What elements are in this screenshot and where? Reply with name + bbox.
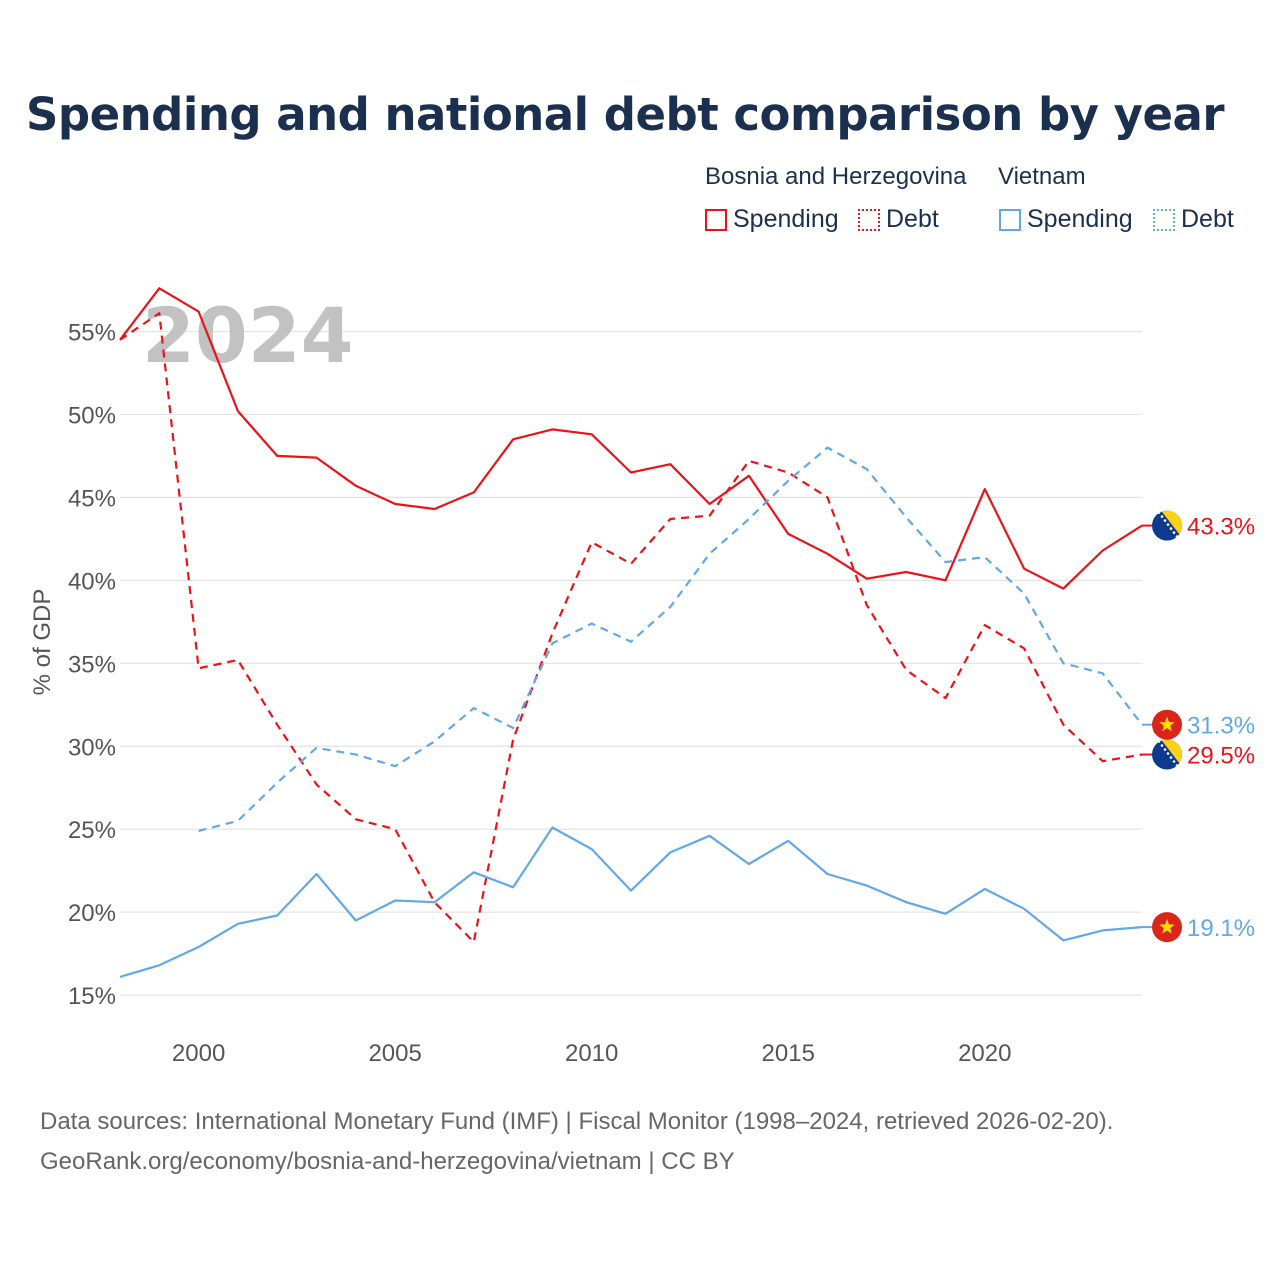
end-value-label: 19.1%: [1187, 915, 1255, 942]
y-axis-label: % of GDP: [29, 589, 56, 696]
y-tick-label: 50%: [68, 402, 116, 429]
source-note: Data sources: International Monetary Fun…: [40, 1108, 1114, 1135]
y-tick-label: 55%: [68, 319, 116, 346]
x-tick-label: 2010: [565, 1040, 618, 1067]
legend-label-bih-debt: Debt: [886, 205, 939, 233]
legend-swatch-solid-blue: [999, 208, 1021, 231]
end-value-label: 29.5%: [1187, 743, 1255, 770]
end-labels: 43.3% 29.5% 19.1% 31.3%: [1142, 510, 1255, 943]
x-tick-label: 2000: [172, 1040, 225, 1067]
legend-label-vietnam-debt: Debt: [1181, 205, 1234, 233]
y-tick-label: 30%: [68, 734, 116, 761]
vietnam-flag-icon: [1152, 709, 1182, 740]
legend-item-vietnam-debt[interactable]: Debt: [1153, 205, 1234, 234]
legend-label-vietnam-spending: Spending: [1027, 205, 1133, 233]
y-tick-label: 25%: [68, 817, 116, 844]
vietnam-flag-icon: [1152, 912, 1182, 943]
grid-lines: [120, 330, 1142, 996]
end-value-label: 31.3%: [1187, 713, 1255, 740]
series-line: [198, 446, 1143, 832]
legend-item-bih-spending[interactable]: Spending: [705, 205, 839, 234]
legend-item-bih-debt[interactable]: Debt: [858, 205, 939, 234]
y-axis-ticks: 15% 20% 25% 30% 35% 40% 45% 50% 55%: [68, 319, 116, 1010]
legend-swatch-solid-red: [705, 208, 727, 231]
bosnia-flag-icon: [1152, 510, 1182, 541]
y-tick-label: 40%: [68, 568, 116, 595]
series-lines: [119, 287, 1143, 978]
end-value-label: 43.3%: [1187, 514, 1255, 541]
x-axis-ticks: 2000 2005 2010 2015 2020: [172, 1040, 1012, 1067]
legend-item-vietnam-spending[interactable]: Spending: [999, 205, 1133, 234]
legend-label-bih-spending: Spending: [733, 205, 839, 233]
source-link[interactable]: GeoRank.org/economy/bosnia-and-herzegovi…: [40, 1148, 735, 1175]
bosnia-flag-icon: [1152, 739, 1182, 770]
x-tick-label: 2020: [958, 1040, 1011, 1067]
legend-group-bih: Bosnia and Herzegovina: [705, 163, 967, 190]
series-line: [119, 826, 1143, 978]
series-line: [119, 312, 1143, 944]
x-tick-label: 2005: [368, 1040, 421, 1067]
legend-swatch-dotted-blue: [1153, 208, 1175, 231]
chart-title: Spending and national debt comparison by…: [26, 88, 1225, 141]
series-line: [119, 287, 1143, 590]
legend-group-vietnam: Vietnam: [998, 163, 1086, 190]
legend-swatch-dotted-red: [858, 208, 880, 231]
x-tick-label: 2015: [762, 1040, 815, 1067]
year-watermark: 2024: [142, 291, 354, 380]
y-tick-label: 45%: [68, 485, 116, 512]
y-tick-label: 15%: [68, 983, 116, 1010]
y-tick-label: 20%: [68, 900, 116, 927]
y-tick-label: 35%: [68, 651, 116, 678]
